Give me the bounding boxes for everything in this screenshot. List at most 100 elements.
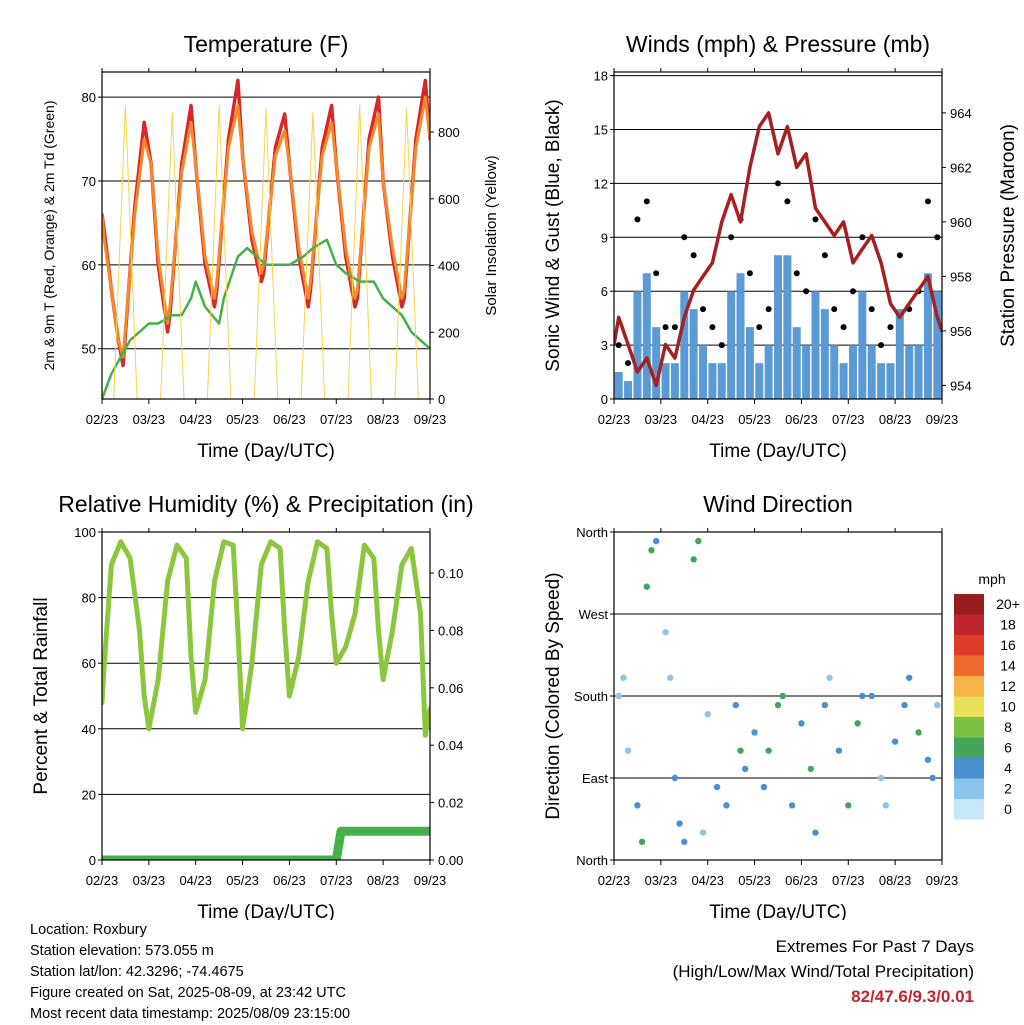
temp9m-line — [102, 95, 430, 359]
direction-point — [868, 692, 875, 700]
direction-point — [667, 674, 674, 681]
x-tick-label: 03/23 — [133, 873, 166, 888]
gust-point — [756, 324, 763, 331]
y-tick-label: West — [579, 607, 609, 622]
gust-point — [803, 288, 810, 295]
x-axis-label: Time (Day/UTC) — [197, 902, 335, 920]
y-tick-label: 15 — [594, 122, 608, 137]
gust-point — [840, 324, 847, 331]
gust-point — [887, 324, 894, 331]
direction-point — [690, 556, 697, 563]
direction-point — [704, 711, 711, 718]
x-tick-label: 08/23 — [879, 412, 912, 427]
plot-frame — [101, 71, 431, 400]
direction-point — [652, 537, 660, 545]
direction-point — [620, 674, 627, 681]
y-tick-label: 40 — [82, 722, 96, 737]
panel-direction: Wind Direction Time (Day/UTC) Direction (C… — [543, 491, 1020, 920]
series-group — [614, 111, 942, 399]
direction-point — [699, 829, 707, 836]
gust-point — [859, 234, 866, 241]
legend-label: 4 — [1004, 760, 1012, 776]
y2-tick-label: 0.04 — [438, 738, 463, 753]
direction-point — [681, 838, 688, 845]
gust-point — [934, 234, 941, 241]
direction-point — [671, 774, 679, 782]
legend-label: 8 — [1004, 719, 1012, 735]
figure: Temperature (F) Time (Day/UTC) 2m & 9m T (… — [31, 31, 1020, 920]
direction-point — [737, 747, 744, 754]
x-axis-label: Time (Day/UTC) — [709, 902, 847, 920]
legend-label: 20+ — [996, 596, 1020, 612]
direction-point — [765, 747, 772, 754]
x-tick-label: 09/23 — [926, 873, 959, 888]
direction-point — [648, 547, 655, 554]
y2-axis-label: Solar Insolation (Yellow) — [483, 155, 500, 315]
chart-title: Relative Humidity (%) & Precipitation (i… — [58, 491, 473, 517]
x-tick-label: 09/23 — [926, 412, 959, 427]
gust-point — [831, 306, 838, 313]
y2-axis-label: Station Pressure (Maroon) — [998, 124, 1019, 347]
legend-label: 16 — [1000, 637, 1016, 653]
x-tick-label: 06/23 — [785, 412, 818, 427]
y-tick-label: North — [576, 525, 608, 540]
x-tick-label: 07/23 — [320, 873, 353, 888]
direction-point — [821, 701, 829, 709]
gust-point — [765, 306, 772, 313]
legend-label: 12 — [1000, 678, 1016, 694]
x-tick-label: 07/23 — [832, 873, 865, 888]
x-tick-label: 07/23 — [320, 412, 353, 427]
x-tick-label: 02/23 — [598, 873, 631, 888]
extremes-values: 82/47.6/9.3/0.01 — [851, 987, 974, 1006]
dewpoint-line — [102, 238, 430, 399]
gust-point — [896, 252, 903, 259]
legend-swatch — [954, 758, 984, 779]
x-tick-label: 07/23 — [832, 412, 865, 427]
direction-point — [845, 802, 852, 809]
x-tick-label: 05/23 — [738, 412, 771, 427]
latlon-text: Station lat/lon: 42.3296; -74.4675 — [30, 964, 244, 980]
x-tick-label: 03/23 — [645, 873, 678, 888]
x-tick-label: 04/23 — [179, 412, 212, 427]
legend-swatch — [954, 594, 984, 615]
y-tick-label: East — [582, 771, 608, 786]
rh-line — [102, 539, 430, 738]
y2-tick-label: 0 — [438, 392, 445, 407]
x-tick-label: 04/23 — [691, 873, 724, 888]
legend-label: 14 — [1000, 658, 1016, 674]
y-axis-label: Direction (Colored By Speed) — [543, 572, 564, 819]
legend-label: 0 — [1004, 801, 1012, 817]
gust-point — [728, 234, 735, 241]
station-info: Location: Roxbury Station elevation: 573… — [30, 920, 350, 1025]
x-tick-label: 08/23 — [367, 412, 400, 427]
y2-tick-label: 960 — [950, 215, 972, 230]
series-group — [102, 539, 430, 860]
location-text: Location: Roxbury — [30, 922, 147, 938]
direction-point — [882, 802, 889, 809]
direction-point — [760, 783, 768, 791]
direction-point — [859, 692, 866, 700]
y2-tick-label: 0.10 — [438, 566, 463, 581]
gust-point — [681, 234, 688, 241]
x-tick-label: 09/23 — [414, 412, 447, 427]
y-tick-label: 18 — [594, 69, 608, 84]
y2-tick-label: 962 — [950, 160, 972, 175]
y2-tick-label: 0.06 — [438, 681, 463, 696]
legend-swatch — [954, 778, 984, 799]
x-tick-label: 06/23 — [785, 873, 818, 888]
gust-point — [615, 342, 622, 349]
legend-swatch — [954, 717, 984, 738]
gust-point — [690, 252, 697, 259]
gust-point — [662, 324, 669, 331]
x-axis-label: Time (Day/UTC) — [709, 441, 847, 462]
plot-frame — [613, 531, 943, 861]
gust-point — [812, 216, 819, 223]
x-tick-label: 06/23 — [273, 412, 306, 427]
extremes-subtitle: (High/Low/Max Wind/Total Precipitation) — [672, 962, 974, 981]
y-axis-label: Sonic Wind & Gust (Blue, Black) — [543, 99, 564, 371]
panel-temperature: Temperature (F) Time (Day/UTC) 2m & 9m T (… — [41, 31, 500, 462]
y2-tick-label: 958 — [950, 269, 972, 284]
y2-tick-label: 600 — [438, 192, 460, 207]
direction-point — [695, 537, 702, 545]
elevation-text: Station elevation: 573.055 m — [30, 943, 214, 959]
